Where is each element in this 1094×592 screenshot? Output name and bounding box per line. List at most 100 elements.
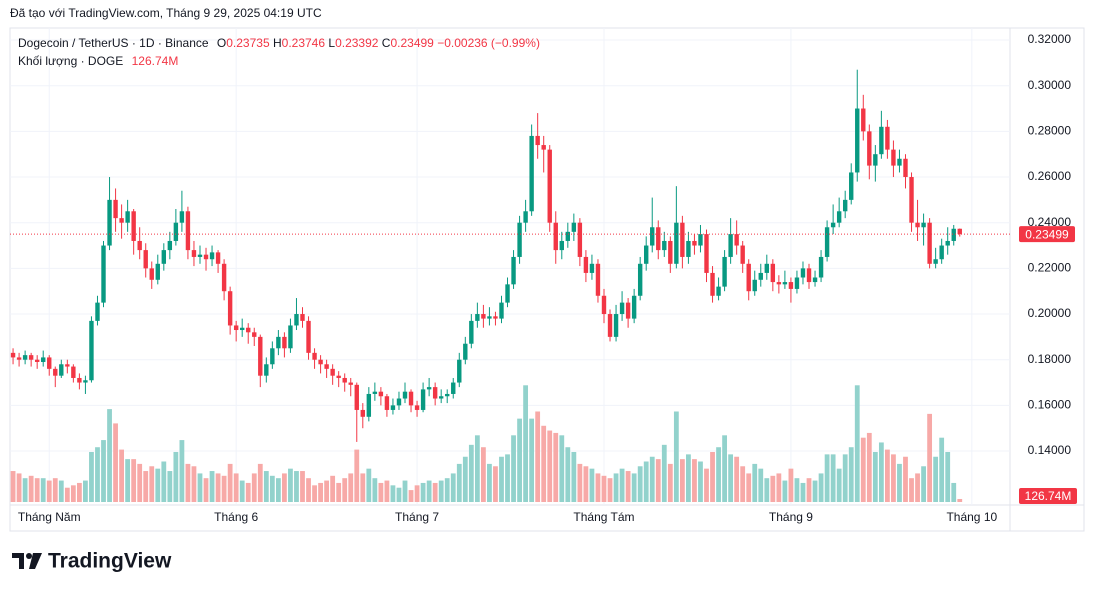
candle-body: [330, 368, 335, 376]
candle-body: [288, 325, 293, 349]
volume-bar: [131, 459, 137, 502]
x-tick-label: Tháng 6: [214, 510, 258, 524]
y-tick-label: 0.28000: [1028, 124, 1072, 138]
candle-body: [215, 252, 221, 264]
volume-bar: [312, 485, 317, 502]
volume-bar: [854, 385, 860, 502]
candle-body: [396, 398, 402, 406]
candle-body: [662, 240, 667, 251]
volume-bar: [318, 482, 323, 502]
volume-bar: [456, 463, 462, 502]
candle-body: [125, 211, 130, 223]
candle-body: [728, 234, 733, 257]
candle-body: [812, 277, 818, 283]
volume-bar: [179, 440, 185, 502]
candle-body: [378, 391, 384, 397]
candle-body: [155, 263, 160, 280]
volume-bar: [34, 478, 40, 502]
candle-body: [710, 272, 715, 296]
candle-body: [595, 263, 601, 296]
volume-bar: [764, 478, 770, 502]
candle-body: [402, 391, 408, 399]
volume-bar: [143, 471, 149, 502]
candle-body: [282, 336, 287, 349]
volume-bar: [673, 411, 679, 502]
candle-body: [631, 295, 637, 319]
volume-bar: [505, 454, 510, 502]
volume-bar: [113, 423, 118, 502]
candle-body: [445, 393, 450, 397]
last-price-tag: [1019, 226, 1075, 243]
candle-body: [10, 352, 16, 358]
volume-bar: [89, 451, 94, 502]
volume-bar: [239, 480, 245, 502]
volume-bar: [474, 435, 480, 502]
candle-body: [113, 199, 118, 219]
volume-bar: [354, 449, 360, 502]
volume-bar: [245, 482, 251, 502]
logo[interactable]: TradingView: [12, 550, 172, 573]
volume-bar: [686, 454, 691, 502]
candle-body: [432, 387, 438, 399]
volume-bar: [752, 463, 758, 502]
candle-body: [239, 327, 245, 331]
candle-body: [300, 314, 305, 321]
volume-bar: [939, 437, 945, 502]
volume-bar: [830, 454, 836, 502]
candle-body: [366, 393, 372, 417]
volume-bar: [698, 461, 703, 502]
volume-bar: [324, 480, 330, 502]
candle-body: [794, 277, 800, 289]
volume-bar: [806, 478, 812, 502]
volume-bar: [46, 480, 52, 502]
symbol: Dogecoin / TetherUS · 1D · Binance: [18, 36, 209, 50]
volume-bar: [342, 478, 348, 502]
volume-bar: [915, 473, 920, 502]
volume-bar: [637, 466, 643, 502]
volume-bar: [559, 435, 565, 502]
candle-body: [34, 359, 40, 362]
candle-body: [668, 240, 673, 264]
candle-body: [704, 234, 709, 273]
candle-body: [680, 222, 685, 257]
ohlc-value: 0.23392: [335, 36, 379, 50]
ohlc-value: 0.23499: [390, 36, 434, 50]
candle-body: [203, 254, 209, 260]
volume-bar: [583, 466, 589, 502]
candle-body: [107, 199, 112, 246]
candle-body: [637, 263, 643, 296]
volume-bar: [414, 485, 420, 502]
volume-bar: [269, 475, 275, 502]
volume-bar: [288, 468, 293, 502]
volume-bar: [710, 451, 715, 502]
volume-bar: [679, 459, 685, 502]
volume-bar: [294, 471, 299, 502]
volume-bar: [523, 385, 529, 502]
candle-body: [601, 295, 607, 315]
volume-bar: [426, 480, 432, 502]
x-tick-label: Tháng 9: [769, 510, 813, 524]
volume-bar: [836, 468, 842, 502]
candle-body: [541, 145, 546, 150]
volume-bar: [812, 480, 818, 502]
volume-bar: [360, 473, 366, 502]
candle-body: [927, 222, 932, 264]
candle-body: [71, 366, 76, 378]
volume-bar: [52, 478, 58, 502]
volume-bar: [348, 473, 354, 502]
candle-body: [258, 336, 263, 376]
candle-body: [692, 240, 697, 246]
volume-bar: [209, 471, 215, 502]
candle-body: [752, 279, 757, 292]
ohlc-label: C: [381, 36, 391, 50]
header-text: Đã tạo với TradingView.com, Tháng 9 29, …: [10, 6, 322, 20]
volume-bar: [300, 471, 305, 502]
candle-body: [53, 368, 58, 376]
volume-bar: [909, 478, 914, 502]
change: −0.00236 (−0.99%): [437, 36, 540, 50]
volume-bar: [824, 454, 830, 502]
candle-body: [16, 357, 22, 360]
volume-bar: [487, 463, 492, 502]
candle-body: [65, 364, 70, 367]
